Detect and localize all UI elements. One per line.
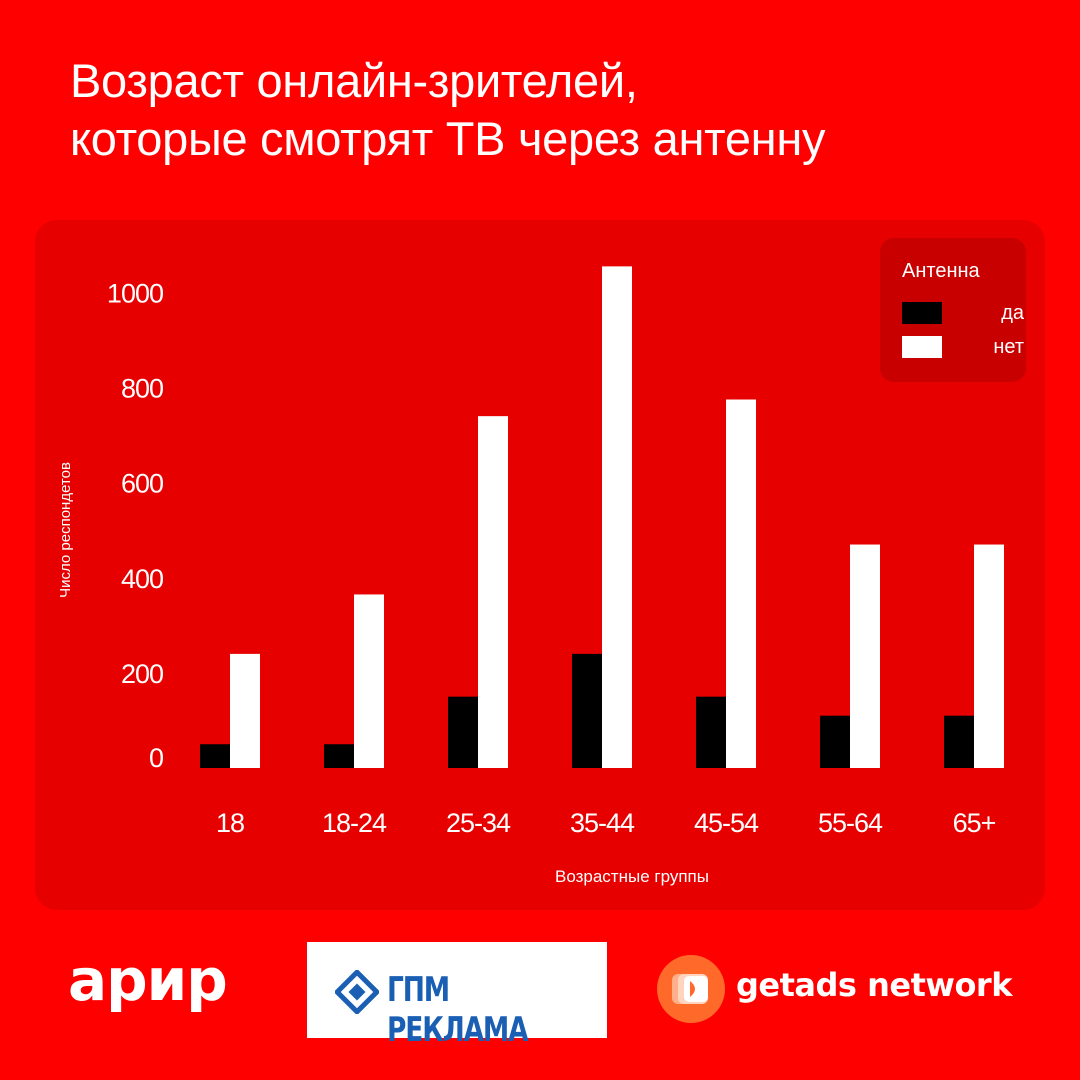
getads-icon [657, 955, 725, 1023]
x-tick-label: 55-64 [818, 808, 883, 838]
y-tick-label: 400 [121, 564, 163, 594]
footer-logos: арир ГПМ РЕКЛАМА getads network [0, 940, 1080, 1050]
legend-item-net: нет [902, 336, 1024, 358]
legend: Антенна да нет [880, 238, 1026, 382]
bar-net-55-64 [850, 544, 880, 768]
y-axis-ticks: 0 200 400 600 800 1000 [107, 279, 164, 773]
y-tick-label: 800 [121, 374, 163, 404]
chart-title: Возраст онлайн-зрителей, которые смотрят… [70, 52, 1030, 168]
title-line-1: Возраст онлайн-зрителей, [70, 54, 638, 107]
y-tick-label: 600 [121, 469, 163, 499]
bar-net-18 [230, 653, 260, 768]
gpm-diamond-icon [335, 970, 379, 1014]
bar-net-25-34 [478, 416, 508, 768]
bar-net-18-24 [354, 594, 384, 768]
legend-label-da: да [1001, 302, 1024, 324]
y-tick-label: 0 [149, 743, 163, 773]
gpm-logo-text: ГПМ РЕКЛАМА [387, 970, 529, 1050]
legend-title: Антенна [902, 260, 980, 282]
bar-net-65+ [974, 544, 1004, 768]
x-tick-label: 18 [216, 808, 244, 838]
bar-da-55-64 [820, 715, 850, 768]
legend-item-da: да [902, 302, 1024, 324]
bar-net-45-54 [726, 399, 756, 768]
y-axis-label: Число респондетов [57, 462, 74, 598]
x-axis-label: Возрастные группы [555, 867, 709, 886]
bar-da-35-44 [572, 653, 602, 768]
y-tick-label: 1000 [107, 279, 163, 309]
gpm-logo: ГПМ РЕКЛАМА [307, 942, 607, 1050]
x-tick-label: 18-24 [322, 808, 387, 838]
legend-label-net: нет [993, 336, 1024, 358]
x-axis-ticks: 18 18-24 25-34 35-44 45-54 55-64 65+ [216, 808, 997, 838]
getads-logo-text: getads network [736, 966, 1012, 1004]
bar-da-25-34 [448, 696, 478, 768]
x-tick-label: 35-44 [570, 808, 635, 838]
x-tick-label: 25-34 [446, 808, 511, 838]
legend-swatch-da [902, 302, 942, 324]
bar-da-18-24 [324, 744, 354, 768]
legend-swatch-net [902, 336, 942, 358]
bar-net-35-44 [602, 266, 632, 768]
x-tick-label: 45-54 [694, 808, 759, 838]
title-line-2: которые смотрят ТВ через антенну [70, 112, 826, 165]
y-tick-label: 200 [121, 659, 163, 689]
arir-logo: арир [68, 946, 228, 1014]
x-tick-label: 65+ [953, 808, 996, 838]
bar-da-18 [200, 744, 230, 768]
bar-da-65+ [944, 715, 974, 768]
bar-da-45-54 [696, 696, 726, 768]
bars [200, 266, 1004, 768]
